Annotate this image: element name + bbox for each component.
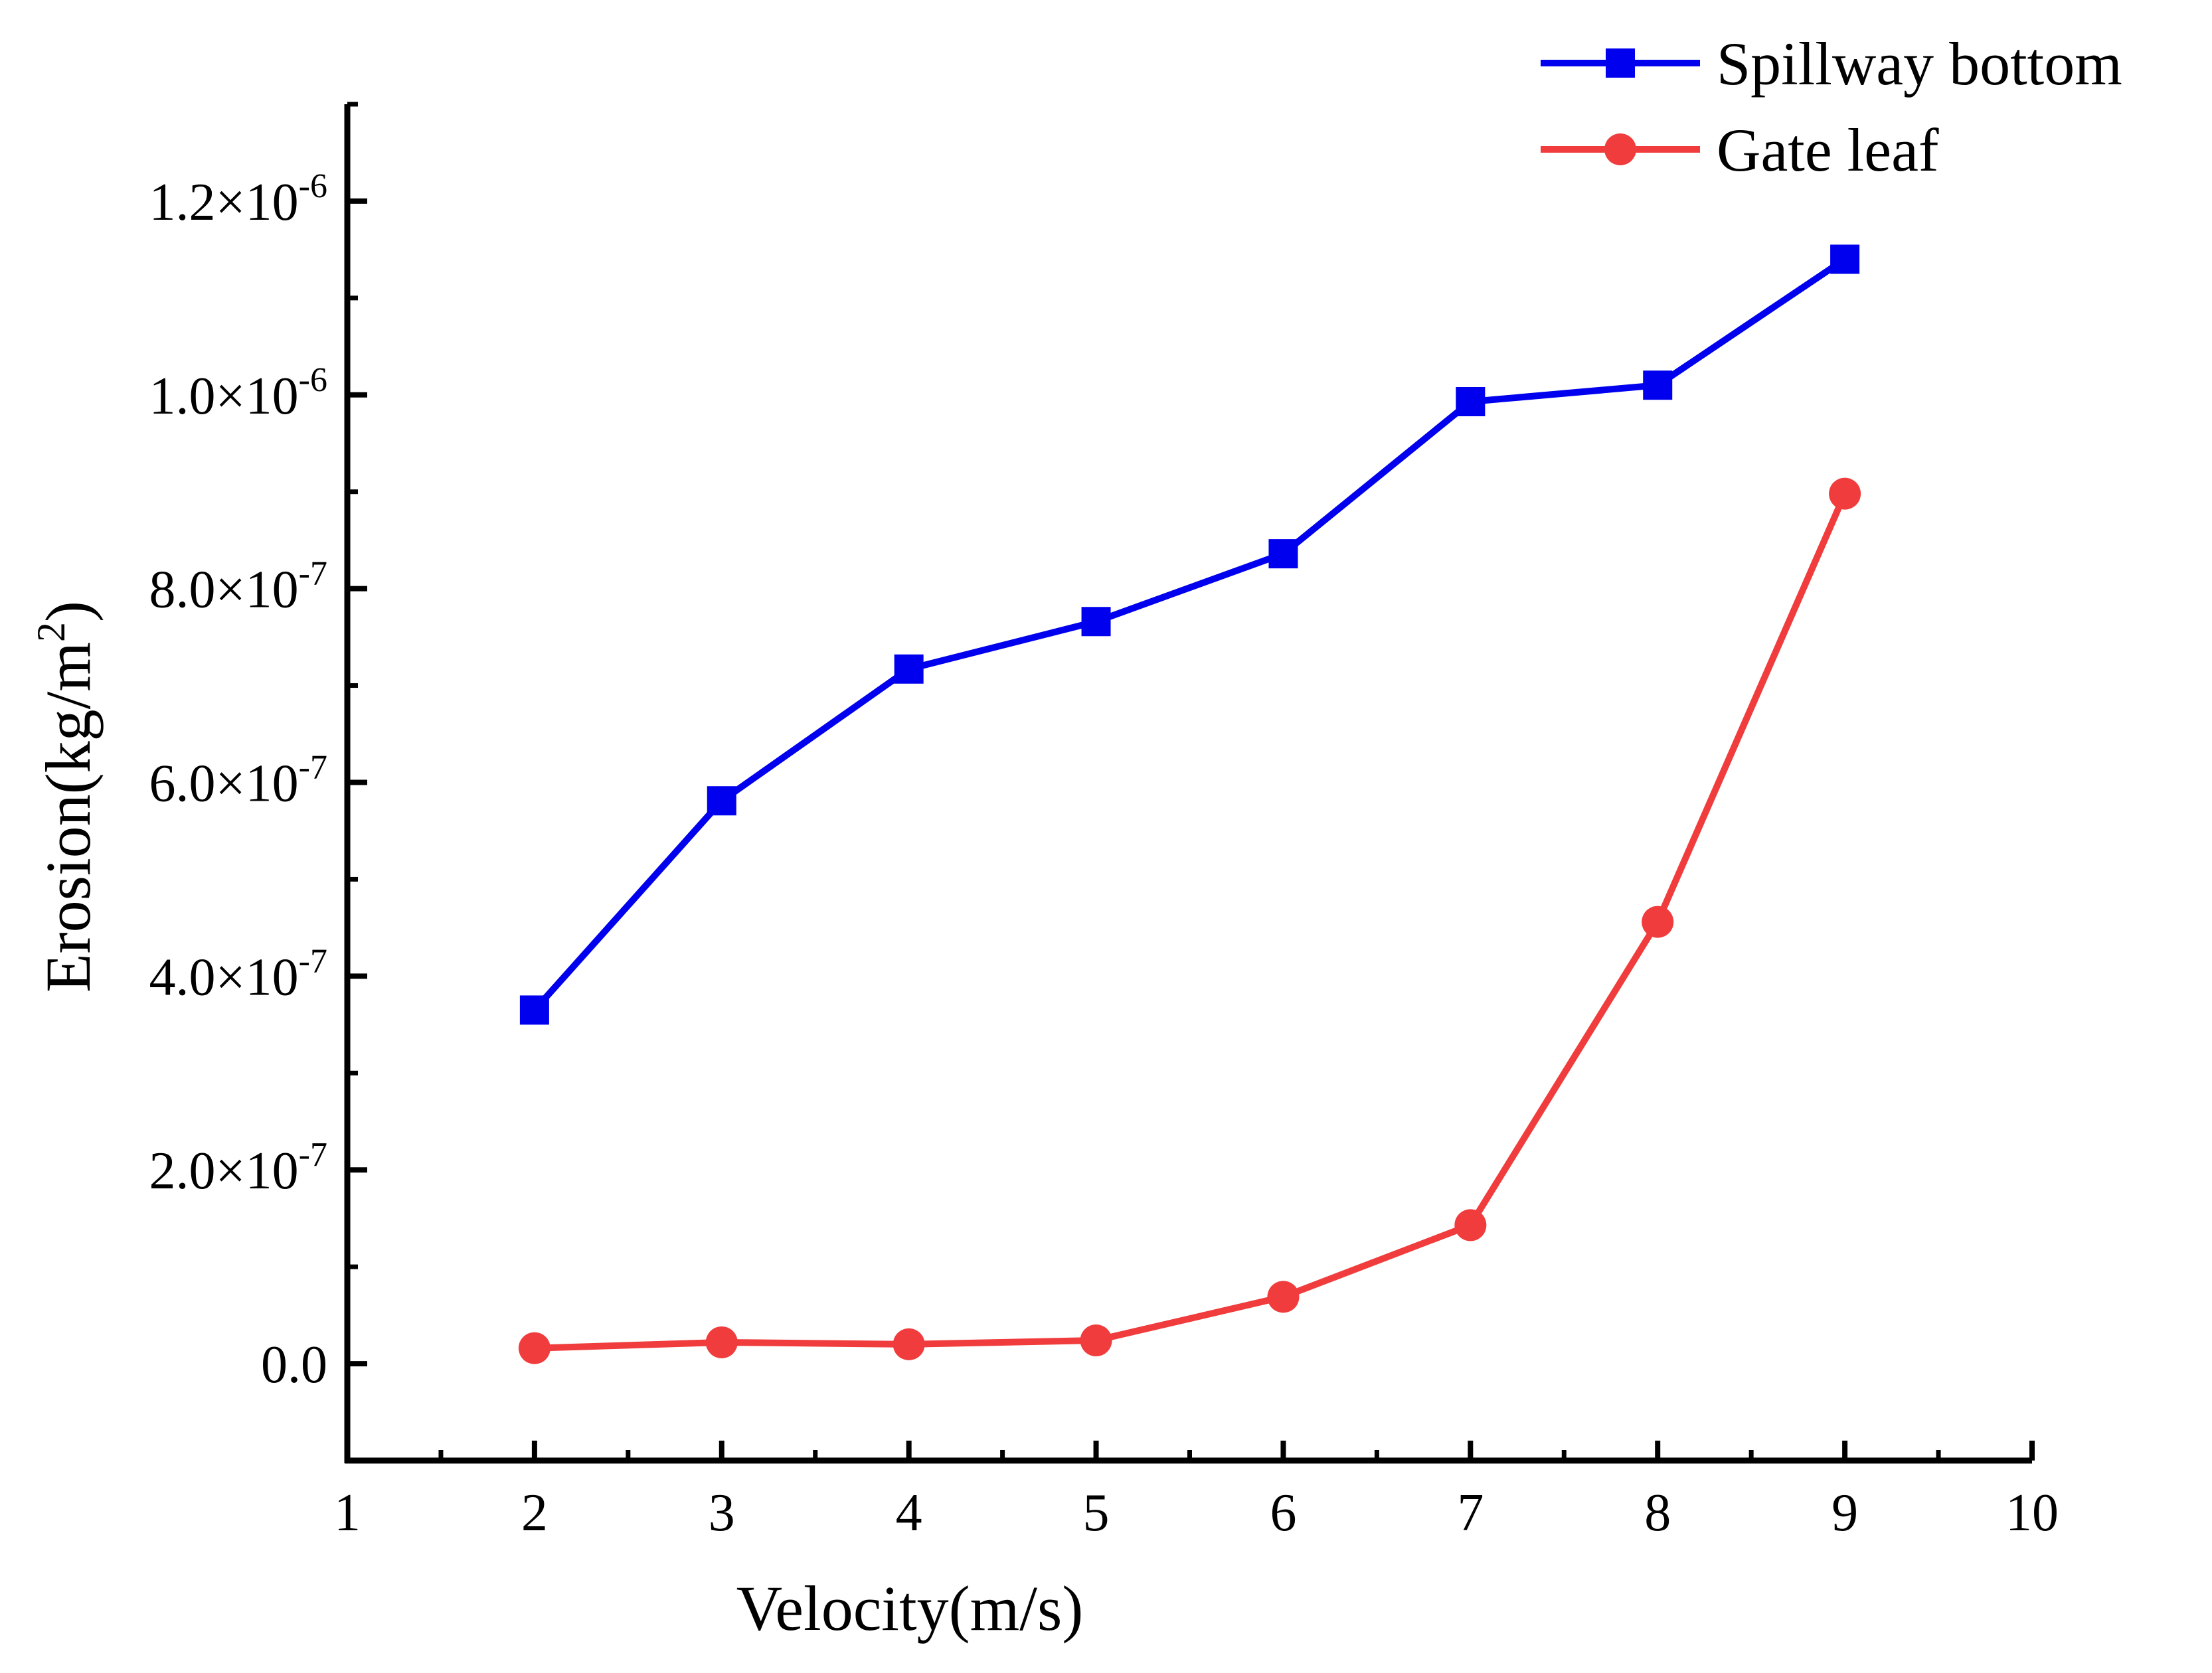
y-tick-label-exponent: -7: [299, 942, 327, 980]
x-tick-label: 6: [1270, 1484, 1296, 1542]
y-axis-label-sup: 2: [29, 622, 73, 642]
legend-label-gate-leaf: Gate leaf: [1717, 116, 1939, 184]
series-line-gate-leaf: [534, 492, 1848, 1352]
data-point-gate-leaf: [518, 1332, 551, 1364]
data-point-gate-leaf: [1829, 477, 1861, 510]
y-tick-label-exponent: -7: [299, 749, 327, 787]
y-tick-label-base: 0.0: [261, 1336, 327, 1394]
x-tick-label: 3: [709, 1484, 735, 1542]
y-tick-label-base: 2.0×10: [149, 1142, 299, 1200]
y-tick-label: 1.2×10-6: [149, 167, 327, 232]
x-axis-label: Velocity(m/s): [736, 1573, 1084, 1644]
legend-marker-spillway-bottom: [1606, 48, 1635, 78]
ticks: 1 2 3 4 5 6 7 8 9 100.02.0×10-74.0×10-76.0×10-78.…: [149, 102, 2059, 1542]
y-tick-label-base: 8.0×10: [149, 561, 299, 619]
y-tick-label: 2.0×10-7: [149, 1136, 327, 1200]
y-tick-label-base: 1.2×10: [149, 173, 299, 232]
y-tick-label-exponent: -6: [299, 167, 327, 205]
data-point-gate-leaf: [1454, 1209, 1487, 1241]
y-axis-label: Erosion(kg/m2): [29, 601, 104, 993]
series-spillway-bottom: [519, 244, 1860, 1025]
x-tick-label: 7: [1457, 1484, 1484, 1542]
data-point-gate-leaf: [1080, 1324, 1112, 1357]
data-point-spillway-bottom: [1643, 370, 1673, 400]
data-point-gate-leaf: [1267, 1281, 1300, 1313]
y-tick-label-exponent: -7: [299, 555, 327, 593]
x-tick-label: 10: [2005, 1484, 2059, 1542]
data-point-spillway-bottom: [707, 786, 736, 816]
x-tick-label: 8: [1644, 1484, 1671, 1542]
x-tick-label: 9: [1831, 1484, 1858, 1542]
legend-marker-gate-leaf: [1604, 133, 1636, 165]
y-tick-label: 0.0: [261, 1336, 327, 1394]
y-tick-label: 8.0×10-7: [149, 555, 327, 619]
y-tick-label-base: 4.0×10: [149, 948, 299, 1006]
y-tick-label-exponent: -7: [299, 1136, 327, 1174]
axes: [344, 104, 2032, 1464]
series-gate-leaf: [518, 477, 1861, 1364]
data-point-gate-leaf: [893, 1328, 925, 1360]
data-point-gate-leaf: [705, 1326, 738, 1358]
data-point-spillway-bottom: [894, 654, 924, 684]
legend-label-spillway-bottom: Spillway bottom: [1717, 30, 2122, 98]
data-point-spillway-bottom: [1081, 607, 1111, 637]
x-tick-label: 1: [334, 1484, 361, 1542]
x-tick-label: 2: [521, 1484, 548, 1542]
y-tick-label-base: 6.0×10: [149, 755, 299, 813]
y-tick-label: 6.0×10-7: [149, 749, 327, 813]
y-axis-label-end: ): [33, 601, 104, 622]
y-tick-label-base: 1.0×10: [149, 367, 299, 426]
data-point-spillway-bottom: [1830, 244, 1860, 274]
x-tick-label: 4: [896, 1484, 922, 1542]
y-tick-label-exponent: -6: [299, 361, 327, 399]
series-line-spillway-bottom: [532, 256, 1847, 1012]
data-point-spillway-bottom: [1268, 539, 1298, 569]
data-point-gate-leaf: [1642, 906, 1674, 938]
x-tick-label: 5: [1083, 1484, 1110, 1542]
legend: Spillway bottom Gate leaf: [1541, 30, 2122, 184]
series-layer: [518, 244, 1861, 1364]
data-point-spillway-bottom: [1456, 387, 1486, 417]
y-tick-label: 1.0×10-6: [149, 361, 327, 426]
legend-item-gate-leaf: Gate leaf: [1541, 116, 1939, 184]
y-tick-label: 4.0×10-7: [149, 942, 327, 1006]
legend-item-spillway-bottom: Spillway bottom: [1541, 30, 2122, 98]
data-point-spillway-bottom: [519, 995, 549, 1025]
y-axis-label-base: Erosion(kg/m: [33, 642, 104, 993]
